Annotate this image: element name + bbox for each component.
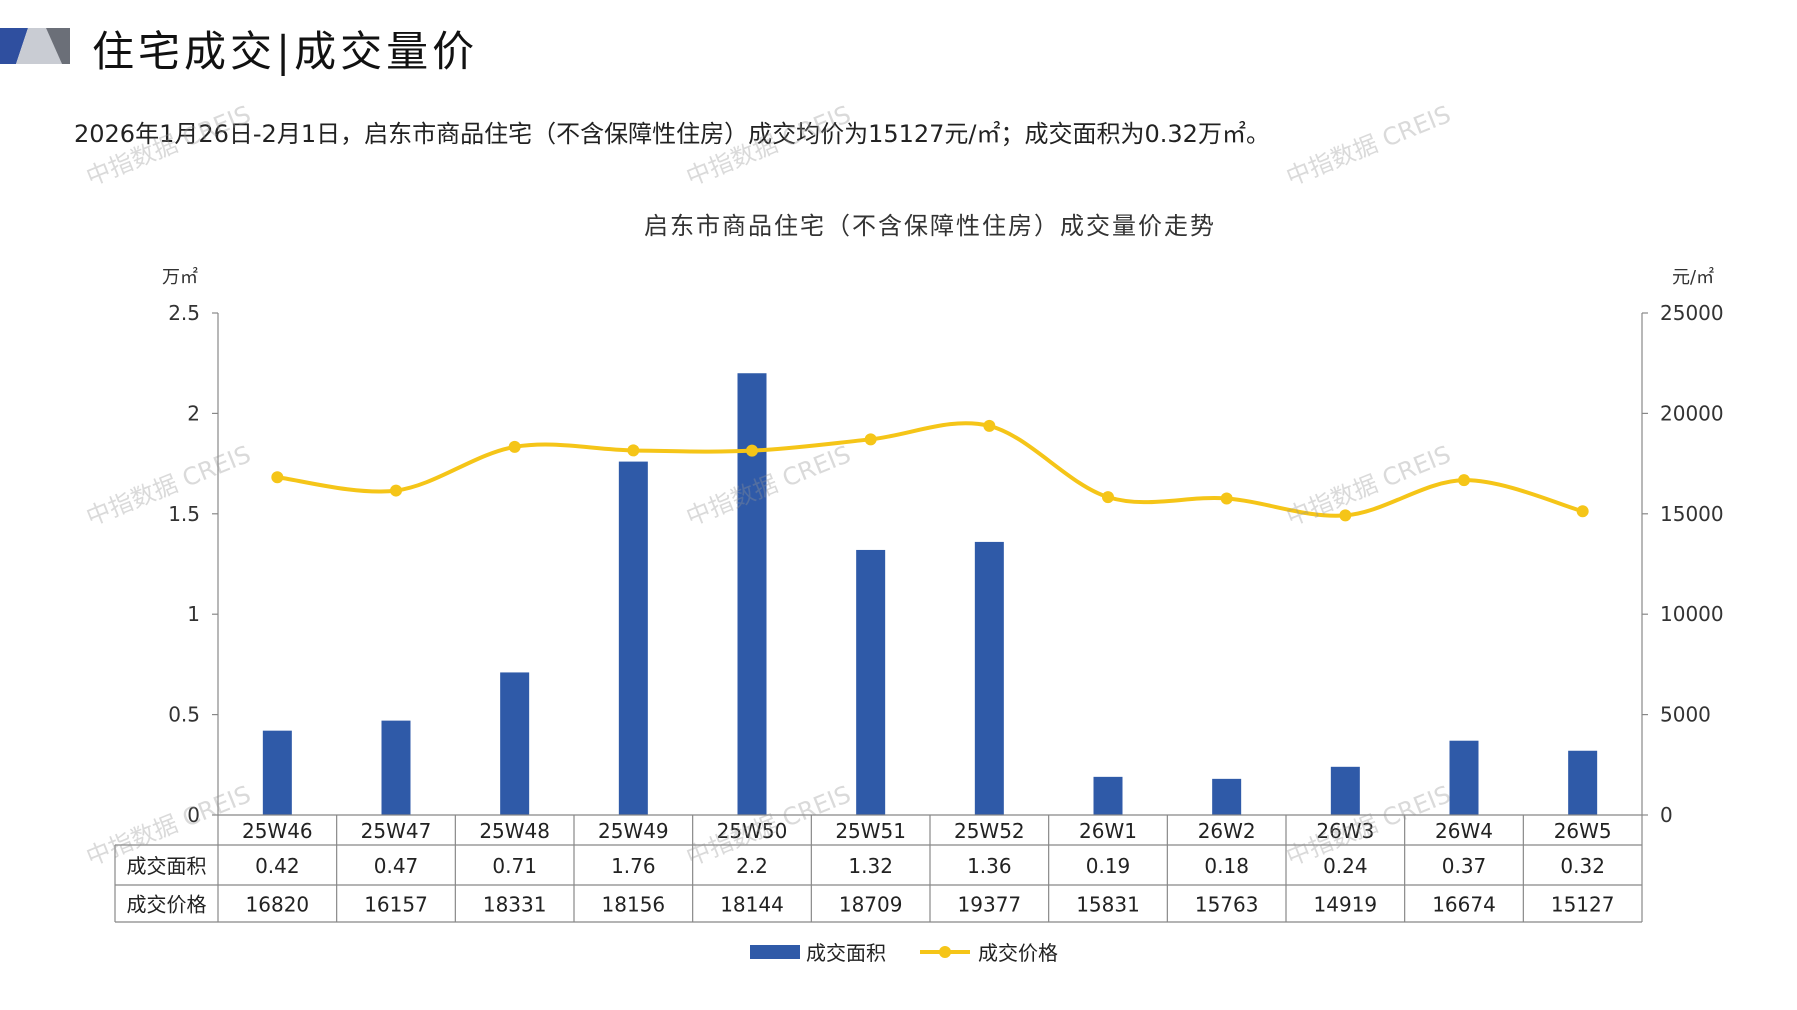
price-point bbox=[1576, 505, 1589, 518]
table-cell-area: 0.19 bbox=[1086, 854, 1131, 878]
table-cell-price: 16674 bbox=[1432, 893, 1496, 917]
table-cell-area: 1.76 bbox=[611, 854, 656, 878]
bar bbox=[974, 541, 1004, 815]
left-tick-label: 0.5 bbox=[168, 703, 200, 727]
bar bbox=[381, 720, 411, 815]
bar bbox=[500, 672, 530, 815]
bar bbox=[1568, 750, 1598, 815]
table-cell-price: 19377 bbox=[958, 893, 1022, 917]
price-point bbox=[1339, 509, 1352, 522]
table-cell-area: 0.42 bbox=[255, 854, 300, 878]
left-tick-label: 0 bbox=[187, 803, 200, 827]
bar bbox=[737, 373, 767, 815]
table-cell-area: 0.71 bbox=[492, 854, 537, 878]
x-tick-label: 25W48 bbox=[479, 819, 550, 843]
left-axis-unit: 万㎡ bbox=[162, 266, 198, 288]
bar bbox=[1330, 766, 1360, 815]
x-tick-label: 26W1 bbox=[1079, 819, 1137, 843]
price-line bbox=[277, 421, 1584, 518]
table-cell-area: 2.2 bbox=[736, 854, 768, 878]
price-point bbox=[1220, 492, 1233, 505]
x-tick-label: 26W5 bbox=[1554, 819, 1612, 843]
table-cell-area: 0.47 bbox=[374, 854, 419, 878]
price-point bbox=[746, 444, 758, 457]
price-point bbox=[627, 444, 640, 457]
table-row-header-price: 成交价格 bbox=[127, 893, 207, 917]
x-tick-label: 26W3 bbox=[1316, 819, 1374, 843]
x-tick-label: 26W4 bbox=[1435, 819, 1493, 843]
summary-text: 2026年1月26日-2月1日，启东市商品住宅（不含保障性住房）成交均价为151… bbox=[74, 120, 1270, 148]
legend-swatch-area bbox=[750, 945, 800, 959]
table-cell-area: 0.32 bbox=[1560, 854, 1605, 878]
right-tick-label: 10000 bbox=[1660, 602, 1724, 626]
price-point bbox=[1458, 474, 1470, 487]
left-tick-label: 1 bbox=[187, 602, 200, 626]
x-tick-label: 26W2 bbox=[1198, 819, 1256, 843]
bar bbox=[856, 549, 886, 815]
brand-logo-icon bbox=[0, 28, 70, 64]
legend-label-price: 成交价格 bbox=[978, 941, 1058, 965]
bar bbox=[618, 461, 648, 815]
legend-swatch-price-point bbox=[939, 946, 951, 958]
bar bbox=[1093, 776, 1123, 815]
legend-label-area: 成交面积 bbox=[806, 941, 886, 965]
table-cell-price: 18709 bbox=[839, 893, 903, 917]
x-tick-label: 25W47 bbox=[361, 819, 432, 843]
left-tick-label: 1.5 bbox=[168, 502, 200, 526]
right-axis-unit: 元/㎡ bbox=[1672, 266, 1714, 288]
table-cell-price: 18144 bbox=[720, 893, 784, 917]
right-tick-label: 15000 bbox=[1660, 502, 1724, 526]
chart-title: 启东市商品住宅（不含保障性住房）成交量价走势 bbox=[644, 212, 1216, 240]
price-point bbox=[864, 433, 877, 446]
right-tick-label: 20000 bbox=[1660, 401, 1724, 425]
left-tick-label: 2 bbox=[187, 401, 200, 425]
table-cell-area: 1.32 bbox=[848, 854, 893, 878]
table-cell-price: 16157 bbox=[364, 893, 428, 917]
right-tick-label: 5000 bbox=[1660, 703, 1711, 727]
table-cell-price: 14919 bbox=[1314, 893, 1378, 917]
x-tick-label: 25W50 bbox=[717, 819, 788, 843]
left-tick-label: 2.5 bbox=[168, 301, 200, 325]
x-tick-label: 25W46 bbox=[242, 819, 313, 843]
x-tick-label: 25W49 bbox=[598, 819, 669, 843]
table-cell-price: 15763 bbox=[1195, 893, 1259, 917]
table-cell-price: 18156 bbox=[602, 893, 666, 917]
right-tick-label: 25000 bbox=[1660, 301, 1724, 325]
bar bbox=[1449, 740, 1479, 815]
price-point bbox=[390, 484, 402, 497]
bar bbox=[262, 730, 292, 815]
right-tick-label: 0 bbox=[1660, 803, 1673, 827]
table-row-header-area: 成交面积 bbox=[127, 854, 207, 878]
table-cell-area: 0.18 bbox=[1204, 854, 1249, 878]
table-cell-area: 0.24 bbox=[1323, 854, 1368, 878]
table-cell-area: 1.36 bbox=[967, 854, 1012, 878]
price-point bbox=[1102, 491, 1114, 504]
table-cell-area: 0.37 bbox=[1442, 854, 1487, 878]
price-point bbox=[271, 471, 284, 484]
x-tick-label: 25W51 bbox=[835, 819, 906, 843]
x-tick-label: 25W52 bbox=[954, 819, 1025, 843]
table-cell-price: 18331 bbox=[483, 893, 547, 917]
table-cell-price: 16820 bbox=[246, 893, 310, 917]
table-cell-price: 15127 bbox=[1551, 893, 1615, 917]
bar bbox=[1212, 778, 1242, 815]
price-point bbox=[508, 440, 521, 453]
price-point bbox=[983, 419, 996, 432]
table-cell-price: 15831 bbox=[1076, 893, 1140, 917]
page-title: 住宅成交|成交量价 bbox=[92, 27, 479, 76]
